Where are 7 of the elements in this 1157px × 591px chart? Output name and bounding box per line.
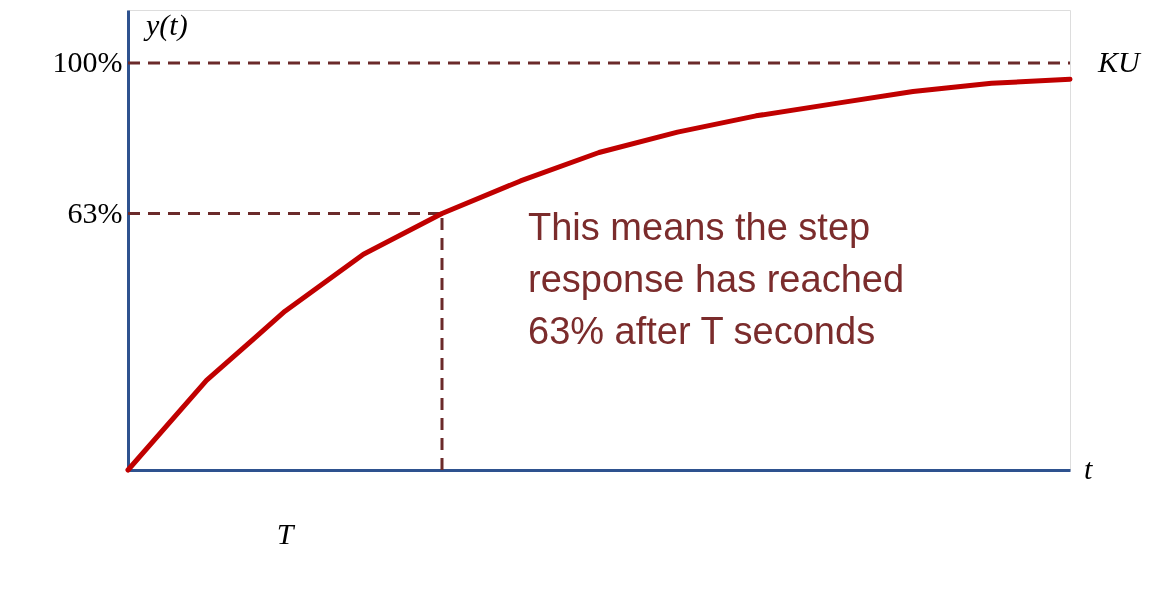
y-tick-label: 63% bbox=[67, 196, 123, 230]
y-tick-label: 100% bbox=[52, 45, 123, 79]
text: T bbox=[276, 517, 296, 550]
ref-line-label: KU bbox=[1097, 44, 1143, 78]
y-axis-title: y(t) bbox=[143, 8, 188, 42]
annotation: This means the step response has reached 63% after T seconds bbox=[528, 206, 905, 352]
x-axis-title: t bbox=[1084, 452, 1093, 485]
